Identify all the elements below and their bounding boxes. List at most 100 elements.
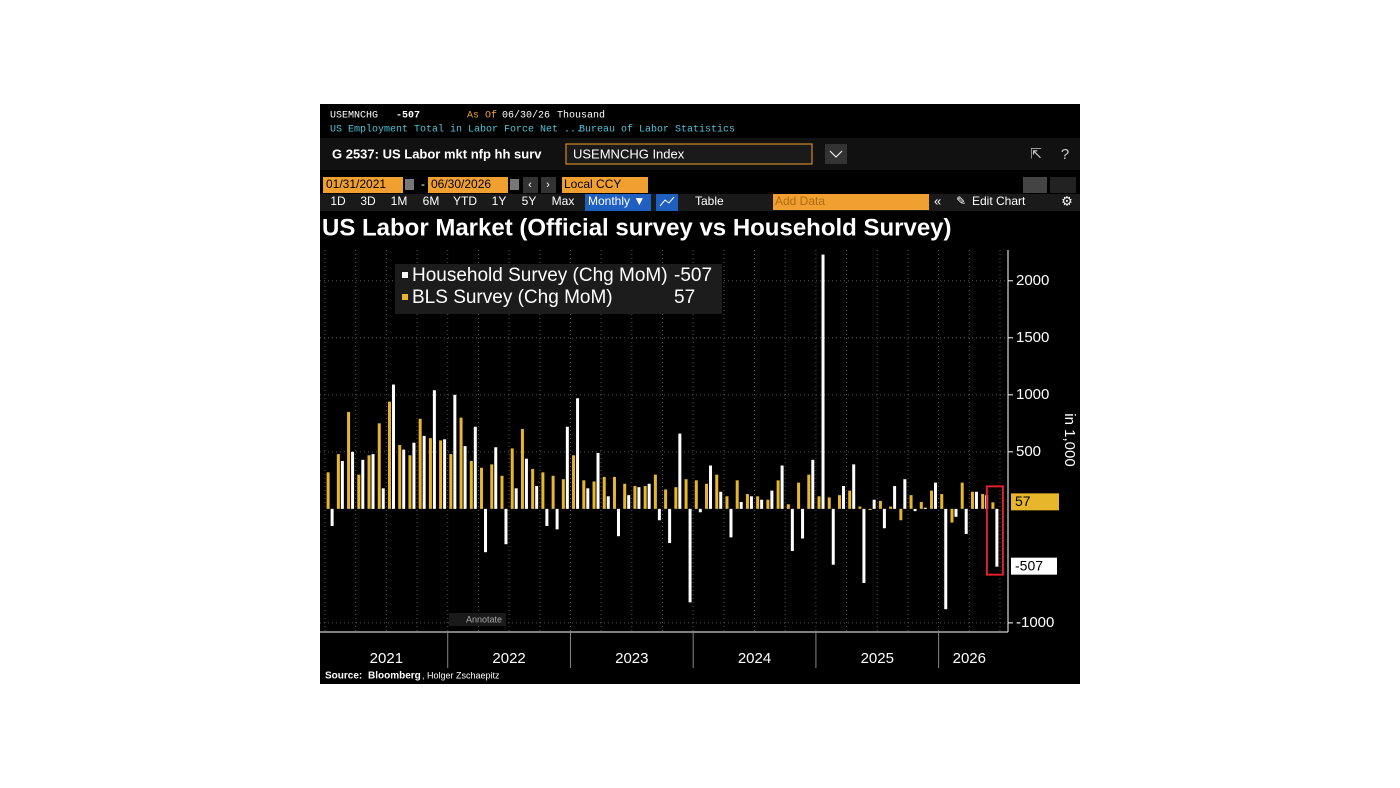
source: Bloomberg bbox=[368, 671, 421, 682]
bar bbox=[878, 500, 882, 509]
dropdown[interactable] bbox=[825, 144, 847, 164]
y-tick-label: 1000 bbox=[1016, 386, 1049, 403]
security: USEMNCHG Index bbox=[573, 146, 685, 161]
bar bbox=[811, 459, 815, 509]
last-value-tag bbox=[1011, 557, 1057, 575]
bar bbox=[882, 508, 886, 529]
range-button[interactable]: 1D bbox=[330, 194, 346, 208]
dropdown-arrow bbox=[829, 150, 843, 158]
last-value: -507 bbox=[396, 111, 420, 122]
bar bbox=[739, 502, 743, 509]
help-icon[interactable]: ? bbox=[1061, 146, 1069, 163]
bar bbox=[504, 508, 508, 545]
bar bbox=[821, 254, 825, 509]
range-button[interactable]: 6M bbox=[423, 194, 440, 208]
highlight-box bbox=[985, 485, 1004, 576]
security-field[interactable] bbox=[565, 143, 813, 165]
bar bbox=[807, 474, 811, 509]
bar bbox=[412, 442, 416, 509]
bar bbox=[500, 475, 504, 509]
bar bbox=[391, 384, 395, 509]
bar bbox=[858, 506, 862, 509]
bar bbox=[377, 423, 381, 509]
bar bbox=[780, 465, 784, 509]
range-button[interactable]: YTD bbox=[453, 194, 477, 208]
start-date-field[interactable] bbox=[323, 177, 403, 193]
chart-type-button[interactable] bbox=[656, 194, 678, 211]
bar bbox=[725, 496, 729, 509]
bar bbox=[428, 438, 432, 509]
bar bbox=[657, 508, 661, 521]
as-of-date: 06/30/26 bbox=[502, 110, 550, 122]
redo-button[interactable] bbox=[1050, 177, 1076, 193]
x-tick-label: 2023 bbox=[615, 650, 648, 667]
settings-icon[interactable]: ⚙ bbox=[1061, 193, 1073, 208]
bar bbox=[453, 394, 457, 509]
bar bbox=[408, 455, 412, 509]
add-data-field[interactable] bbox=[773, 194, 929, 210]
bar bbox=[418, 418, 422, 509]
bar bbox=[561, 479, 565, 509]
export-icon[interactable]: ⇱ bbox=[1030, 146, 1042, 162]
bar bbox=[995, 508, 999, 567]
legend-value: 57 bbox=[674, 287, 695, 308]
chart-type-icon bbox=[659, 196, 675, 207]
end-date-field[interactable] bbox=[428, 177, 508, 193]
bar bbox=[940, 494, 944, 509]
range-button[interactable]: 1Y bbox=[492, 194, 507, 208]
bar bbox=[551, 475, 555, 509]
bar bbox=[837, 495, 841, 509]
bar bbox=[903, 479, 907, 509]
frequency-button[interactable] bbox=[585, 194, 651, 211]
x-tick-label: 2024 bbox=[738, 650, 771, 667]
annotate-button[interactable] bbox=[449, 613, 506, 626]
table-button[interactable]: Table bbox=[695, 194, 724, 208]
bar bbox=[893, 486, 897, 509]
bar bbox=[749, 496, 753, 509]
frequency: Monthly ▼ bbox=[588, 194, 645, 208]
bar bbox=[586, 488, 590, 509]
edit-chart[interactable]: Edit Chart bbox=[972, 194, 1026, 208]
bar bbox=[954, 508, 958, 517]
bar bbox=[705, 483, 709, 509]
bar bbox=[868, 508, 872, 510]
next-button[interactable] bbox=[541, 177, 556, 193]
bar bbox=[351, 451, 355, 509]
bar bbox=[443, 439, 447, 509]
range-button[interactable]: 3D bbox=[360, 194, 376, 208]
bar bbox=[602, 476, 606, 509]
bar bbox=[790, 508, 794, 552]
bar bbox=[694, 480, 698, 509]
bar bbox=[616, 508, 620, 537]
range-button[interactable]: 5Y bbox=[522, 194, 537, 208]
bar bbox=[545, 508, 549, 526]
bar bbox=[520, 429, 524, 509]
bar bbox=[817, 496, 821, 509]
description: US Employment Total in Labor Force Net .… bbox=[330, 124, 582, 136]
bar bbox=[524, 458, 528, 509]
bar bbox=[981, 494, 985, 509]
legend-label: Household Survey (Chg MoM) bbox=[412, 265, 668, 286]
range-button[interactable]: 1M bbox=[391, 194, 408, 208]
bar bbox=[398, 444, 402, 509]
collapse-icon[interactable]: « bbox=[934, 193, 941, 208]
range-button[interactable]: Max bbox=[552, 194, 575, 208]
prev-button[interactable] bbox=[523, 177, 538, 193]
bar bbox=[862, 508, 866, 583]
bar bbox=[555, 508, 559, 530]
last-value-label: -507 bbox=[1015, 557, 1043, 573]
bar bbox=[960, 482, 964, 509]
x-tick-label: 2021 bbox=[370, 650, 403, 667]
bar bbox=[745, 494, 749, 509]
bar bbox=[422, 435, 426, 509]
bar bbox=[643, 486, 647, 509]
bar bbox=[531, 468, 535, 509]
calendar-icon[interactable] bbox=[405, 179, 414, 190]
currency-field[interactable] bbox=[562, 177, 648, 193]
as-of-label: As Of bbox=[467, 110, 497, 122]
bar bbox=[801, 508, 805, 539]
bar bbox=[340, 460, 344, 509]
calendar-icon[interactable] bbox=[510, 179, 519, 190]
undo-button[interactable] bbox=[1023, 177, 1047, 193]
bar bbox=[336, 454, 340, 509]
